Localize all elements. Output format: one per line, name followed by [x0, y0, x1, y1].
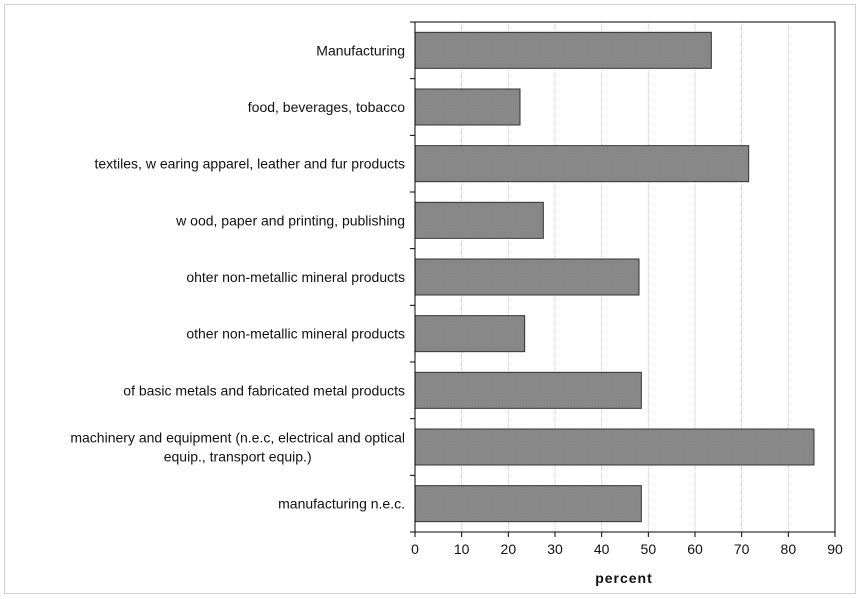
x-tick-label: 60	[687, 541, 703, 557]
category-label-line: food, beverages, tobacco	[248, 99, 405, 115]
category-label-layer: Manufacturing food, beverages, tobacco tex…	[70, 42, 405, 511]
x-tick-label: 0	[411, 541, 419, 557]
bar-layer	[414, 31, 815, 523]
category-label-line: of basic metals and fabricated metal pro…	[123, 382, 405, 398]
category-label-line: machinery and equipment (n.e.c, electric…	[70, 430, 405, 446]
bar	[414, 485, 642, 523]
x-axis-title: percent	[595, 570, 653, 586]
category-label-line: other non-metallic mineral products	[186, 326, 405, 342]
category-label-line: textiles, w earing apparel, leather and …	[94, 156, 405, 172]
bar	[414, 258, 640, 296]
category-label: w ood, paper and printing, publishing	[175, 212, 405, 228]
bar	[414, 315, 526, 353]
x-tick-label: 80	[781, 541, 797, 557]
category-label-line: w ood, paper and printing, publishing	[175, 212, 405, 228]
category-label-line: manufacturing n.e.c.	[278, 496, 405, 512]
x-tick-label: 30	[547, 541, 563, 557]
category-label: Manufacturing	[316, 42, 405, 58]
category-label: food, beverages, tobacco	[248, 99, 405, 115]
bar	[414, 428, 815, 466]
axis-layer	[410, 21, 836, 537]
plot-area-border	[414, 21, 836, 533]
category-label-line: equip., transport equip.)	[164, 449, 312, 465]
category-label: ohter non-metallic mineral products	[186, 269, 405, 285]
x-tick-label: 90	[827, 541, 843, 557]
tick-label-layer: 0 10 20 30 40 50 60 70 80 90	[411, 541, 843, 557]
category-label: other non-metallic mineral products	[186, 326, 405, 342]
x-tick-label: 40	[594, 541, 610, 557]
x-tick-label: 50	[641, 541, 657, 557]
category-label: textiles, w earing apparel, leather and …	[94, 156, 405, 172]
category-label: of basic metals and fabricated metal pro…	[123, 382, 405, 398]
category-label-line: ohter non-metallic mineral products	[186, 269, 405, 285]
x-tick-label: 20	[501, 541, 517, 557]
bar	[414, 201, 544, 239]
x-tick-label: 70	[734, 541, 750, 557]
bar	[414, 31, 712, 69]
bar	[414, 371, 642, 409]
bar	[414, 88, 521, 126]
category-label-line: Manufacturing	[316, 42, 405, 58]
category-label: machinery and equipment (n.e.c, electric…	[70, 430, 405, 465]
bar	[414, 145, 750, 183]
x-tick-label: 10	[454, 541, 470, 557]
category-label: manufacturing n.e.c.	[278, 496, 405, 512]
